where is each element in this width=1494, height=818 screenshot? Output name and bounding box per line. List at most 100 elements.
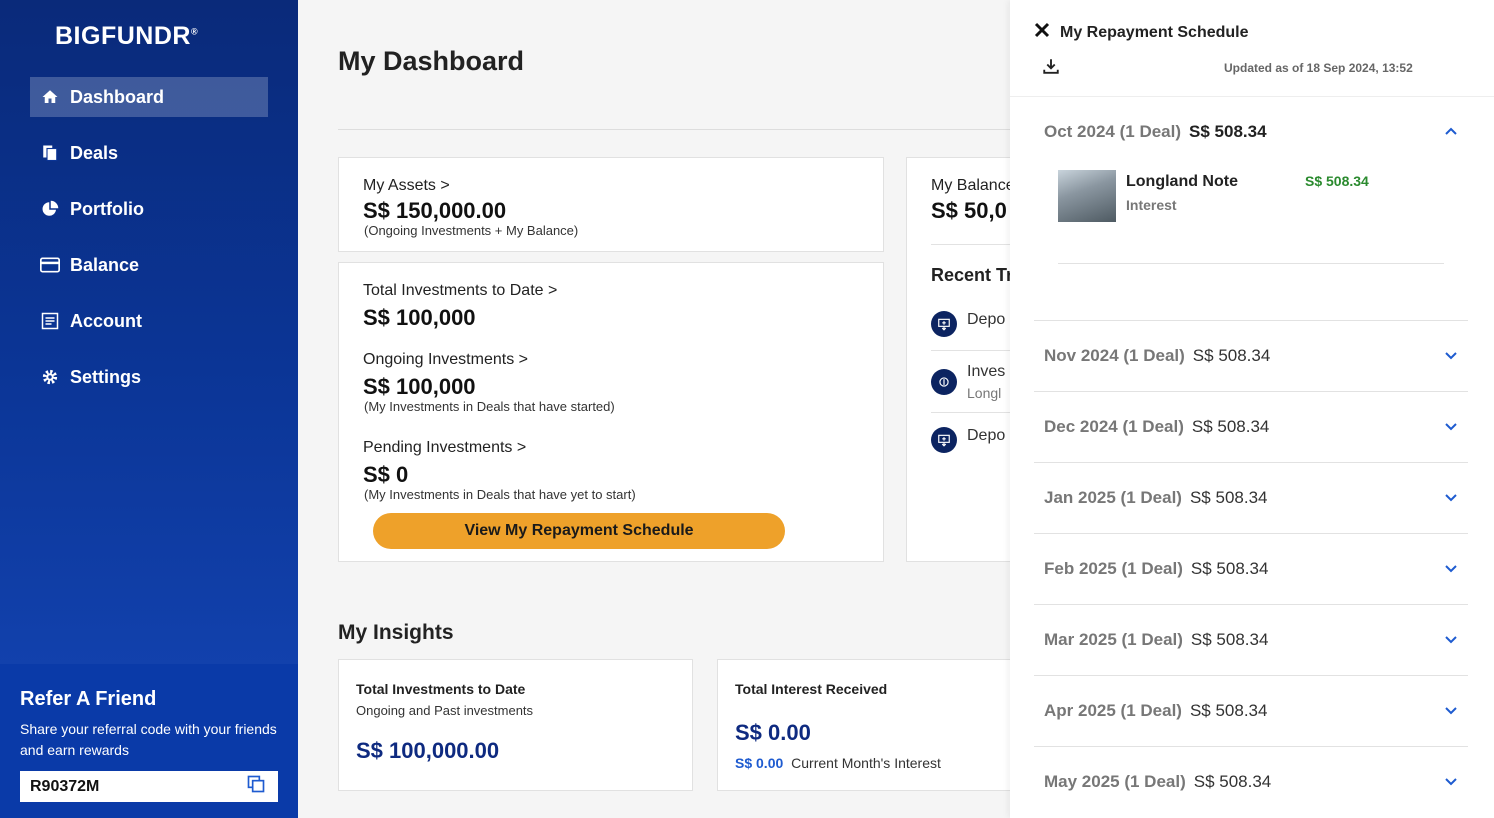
month-label: Feb 2025 (1 Deal) S$ 508.34 xyxy=(1044,559,1268,579)
close-icon[interactable] xyxy=(1034,22,1050,40)
copy-icon[interactable] xyxy=(246,774,266,799)
balance-value: S$ 50,0 xyxy=(931,198,1007,223)
drawer-title: My Repayment Schedule xyxy=(1060,24,1249,41)
sidebar-item-settings[interactable]: Settings xyxy=(30,357,268,397)
deal-name[interactable]: Longland Note xyxy=(1126,173,1238,190)
transaction-label: Depo xyxy=(967,427,1006,444)
sidebar-item-account[interactable]: Account xyxy=(30,301,268,341)
insight-month-value: S$ 0.00 xyxy=(735,755,784,771)
chevron-down-icon[interactable] xyxy=(1444,704,1458,718)
sidebar-nav: Dashboard Deals Portfolio Balance Accoun… xyxy=(30,77,268,413)
month-label: Nov 2024 (1 Deal) S$ 508.34 xyxy=(1044,346,1270,366)
view-repayment-schedule-button[interactable]: View My Repayment Schedule xyxy=(373,513,785,549)
deposit-icon xyxy=(931,427,957,453)
sidebar-item-label: Deals xyxy=(70,142,119,163)
ongoing-investments-link[interactable]: Ongoing Investments > xyxy=(363,351,528,368)
total-investments-link[interactable]: Total Investments to Date > xyxy=(363,282,558,299)
month-row-feb-2025[interactable]: Feb 2025 (1 Deal) S$ 508.34 xyxy=(1034,534,1468,605)
insight-total-card: Total Investments to Date Ongoing and Pa… xyxy=(338,659,693,791)
refer-panel: Refer A Friend Share your referral code … xyxy=(0,664,298,818)
refer-title: Refer A Friend xyxy=(20,688,157,710)
month-row-jan-2025[interactable]: Jan 2025 (1 Deal) S$ 508.34 xyxy=(1034,463,1468,534)
month-title: Dec 2024 (1 Deal) xyxy=(1044,417,1184,436)
transaction-label: Inves xyxy=(967,363,1006,380)
month-amount: S$ 508.34 xyxy=(1191,417,1270,436)
month-row-dec-2024[interactable]: Dec 2024 (1 Deal) S$ 508.34 xyxy=(1034,392,1468,463)
drawer-header: My Repayment Schedule Updated as of 18 S… xyxy=(1010,0,1494,97)
chevron-down-icon[interactable] xyxy=(1444,562,1458,576)
transaction-label: Depo xyxy=(967,311,1006,328)
chevron-down-icon[interactable] xyxy=(1444,420,1458,434)
account-icon xyxy=(40,311,60,331)
month-row-apr-2025[interactable]: Apr 2025 (1 Deal) S$ 508.34 xyxy=(1034,676,1468,747)
insight-total-sub: Ongoing and Past investments xyxy=(356,703,534,718)
month-label: Mar 2025 (1 Deal) S$ 508.34 xyxy=(1044,630,1268,650)
divider xyxy=(931,412,1051,413)
month-row-nov-2024[interactable]: Nov 2024 (1 Deal) S$ 508.34 xyxy=(1034,321,1468,392)
refer-text: Share your referral code with your frien… xyxy=(20,721,277,758)
gear-icon xyxy=(40,367,60,387)
transaction-item[interactable]: Depo xyxy=(931,427,1005,453)
sidebar-item-label: Portfolio xyxy=(70,198,144,219)
pending-investments-value: S$ 0 xyxy=(363,462,409,487)
month-title: May 2025 (1 Deal) xyxy=(1044,772,1186,791)
brand-logo[interactable]: BIGFUNDR® xyxy=(55,22,198,51)
sidebar-item-portfolio[interactable]: Portfolio xyxy=(30,189,268,229)
chevron-down-icon[interactable] xyxy=(1444,349,1458,363)
month-title: Apr 2025 (1 Deal) xyxy=(1044,701,1182,720)
balance-card: My Balance S$ 50,0 Recent Tr Depo Inves … xyxy=(906,157,1051,562)
sidebar-item-balance[interactable]: Balance xyxy=(30,245,268,285)
transaction-item[interactable]: Depo xyxy=(931,311,1005,337)
balance-link[interactable]: My Balance xyxy=(931,177,1015,194)
pending-investments-link[interactable]: Pending Investments > xyxy=(363,439,527,456)
referral-code: R90372M xyxy=(30,777,100,795)
insight-interest-value: S$ 0.00 xyxy=(735,720,811,745)
month-row-oct-2024[interactable]: Oct 2024 (1 Deal) S$ 508.34 xyxy=(1034,96,1468,321)
sidebar: BIGFUNDR® Dashboard Deals Portfolio Bala… xyxy=(0,0,298,818)
month-label: Oct 2024 (1 Deal) S$ 508.34 xyxy=(1044,122,1267,142)
pending-investments-note: (My Investments in Deals that have yet t… xyxy=(364,487,636,502)
month-amount: S$ 508.34 xyxy=(1189,488,1268,507)
chevron-down-icon[interactable] xyxy=(1444,633,1458,647)
month-amount: S$ 508.34 xyxy=(1192,346,1271,365)
month-row-may-2025[interactable]: May 2025 (1 Deal) S$ 508.34 xyxy=(1034,747,1468,818)
sidebar-item-label: Account xyxy=(70,310,142,331)
insight-month-row: S$ 0.00 Current Month's Interest xyxy=(735,755,941,771)
assets-note: (Ongoing Investments + My Balance) xyxy=(364,223,579,238)
sidebar-item-label: Balance xyxy=(70,254,140,275)
card-icon xyxy=(40,255,60,275)
month-amount: S$ 508.34 xyxy=(1189,122,1267,141)
month-label: Apr 2025 (1 Deal) S$ 508.34 xyxy=(1044,701,1267,721)
page-title: My Dashboard xyxy=(338,46,525,76)
insights-title: My Insights xyxy=(338,621,454,644)
download-icon[interactable] xyxy=(1042,57,1060,75)
assets-link[interactable]: My Assets > xyxy=(363,177,450,194)
month-label: May 2025 (1 Deal) S$ 508.34 xyxy=(1044,772,1271,792)
chevron-down-icon[interactable] xyxy=(1444,775,1458,789)
referral-code-box: R90372M xyxy=(20,771,278,802)
documents-icon xyxy=(40,143,60,163)
divider xyxy=(931,244,1051,245)
month-amount: S$ 508.34 xyxy=(1190,630,1269,649)
sidebar-item-dashboard[interactable]: Dashboard xyxy=(30,77,268,117)
sidebar-item-deals[interactable]: Deals xyxy=(30,133,268,173)
divider xyxy=(1058,263,1444,264)
repayment-schedule-drawer: My Repayment Schedule Updated as of 18 S… xyxy=(1010,0,1494,818)
ongoing-investments-note: (My Investments in Deals that have start… xyxy=(364,399,615,414)
month-title: Oct 2024 (1 Deal) xyxy=(1044,122,1182,141)
month-label: Dec 2024 (1 Deal) S$ 508.34 xyxy=(1044,417,1269,437)
insight-total-title: Total Investments to Date xyxy=(356,681,526,697)
brand-trademark: ® xyxy=(190,26,199,37)
home-icon xyxy=(40,87,60,107)
pie-chart-icon xyxy=(40,199,60,219)
total-investments-value: S$ 100,000 xyxy=(363,305,476,330)
transaction-item[interactable]: Inves Longl xyxy=(931,363,1005,401)
month-title: Feb 2025 (1 Deal) xyxy=(1044,559,1183,578)
insight-interest-title: Total Interest Received xyxy=(735,681,888,697)
chevron-up-icon[interactable] xyxy=(1444,124,1458,138)
insight-interest-card: Total Interest Received S$ 0.00 S$ 0.00 … xyxy=(717,659,1047,791)
month-amount: S$ 508.34 xyxy=(1189,701,1268,720)
divider xyxy=(338,129,1018,130)
chevron-down-icon[interactable] xyxy=(1444,491,1458,505)
month-row-mar-2025[interactable]: Mar 2025 (1 Deal) S$ 508.34 xyxy=(1034,605,1468,676)
